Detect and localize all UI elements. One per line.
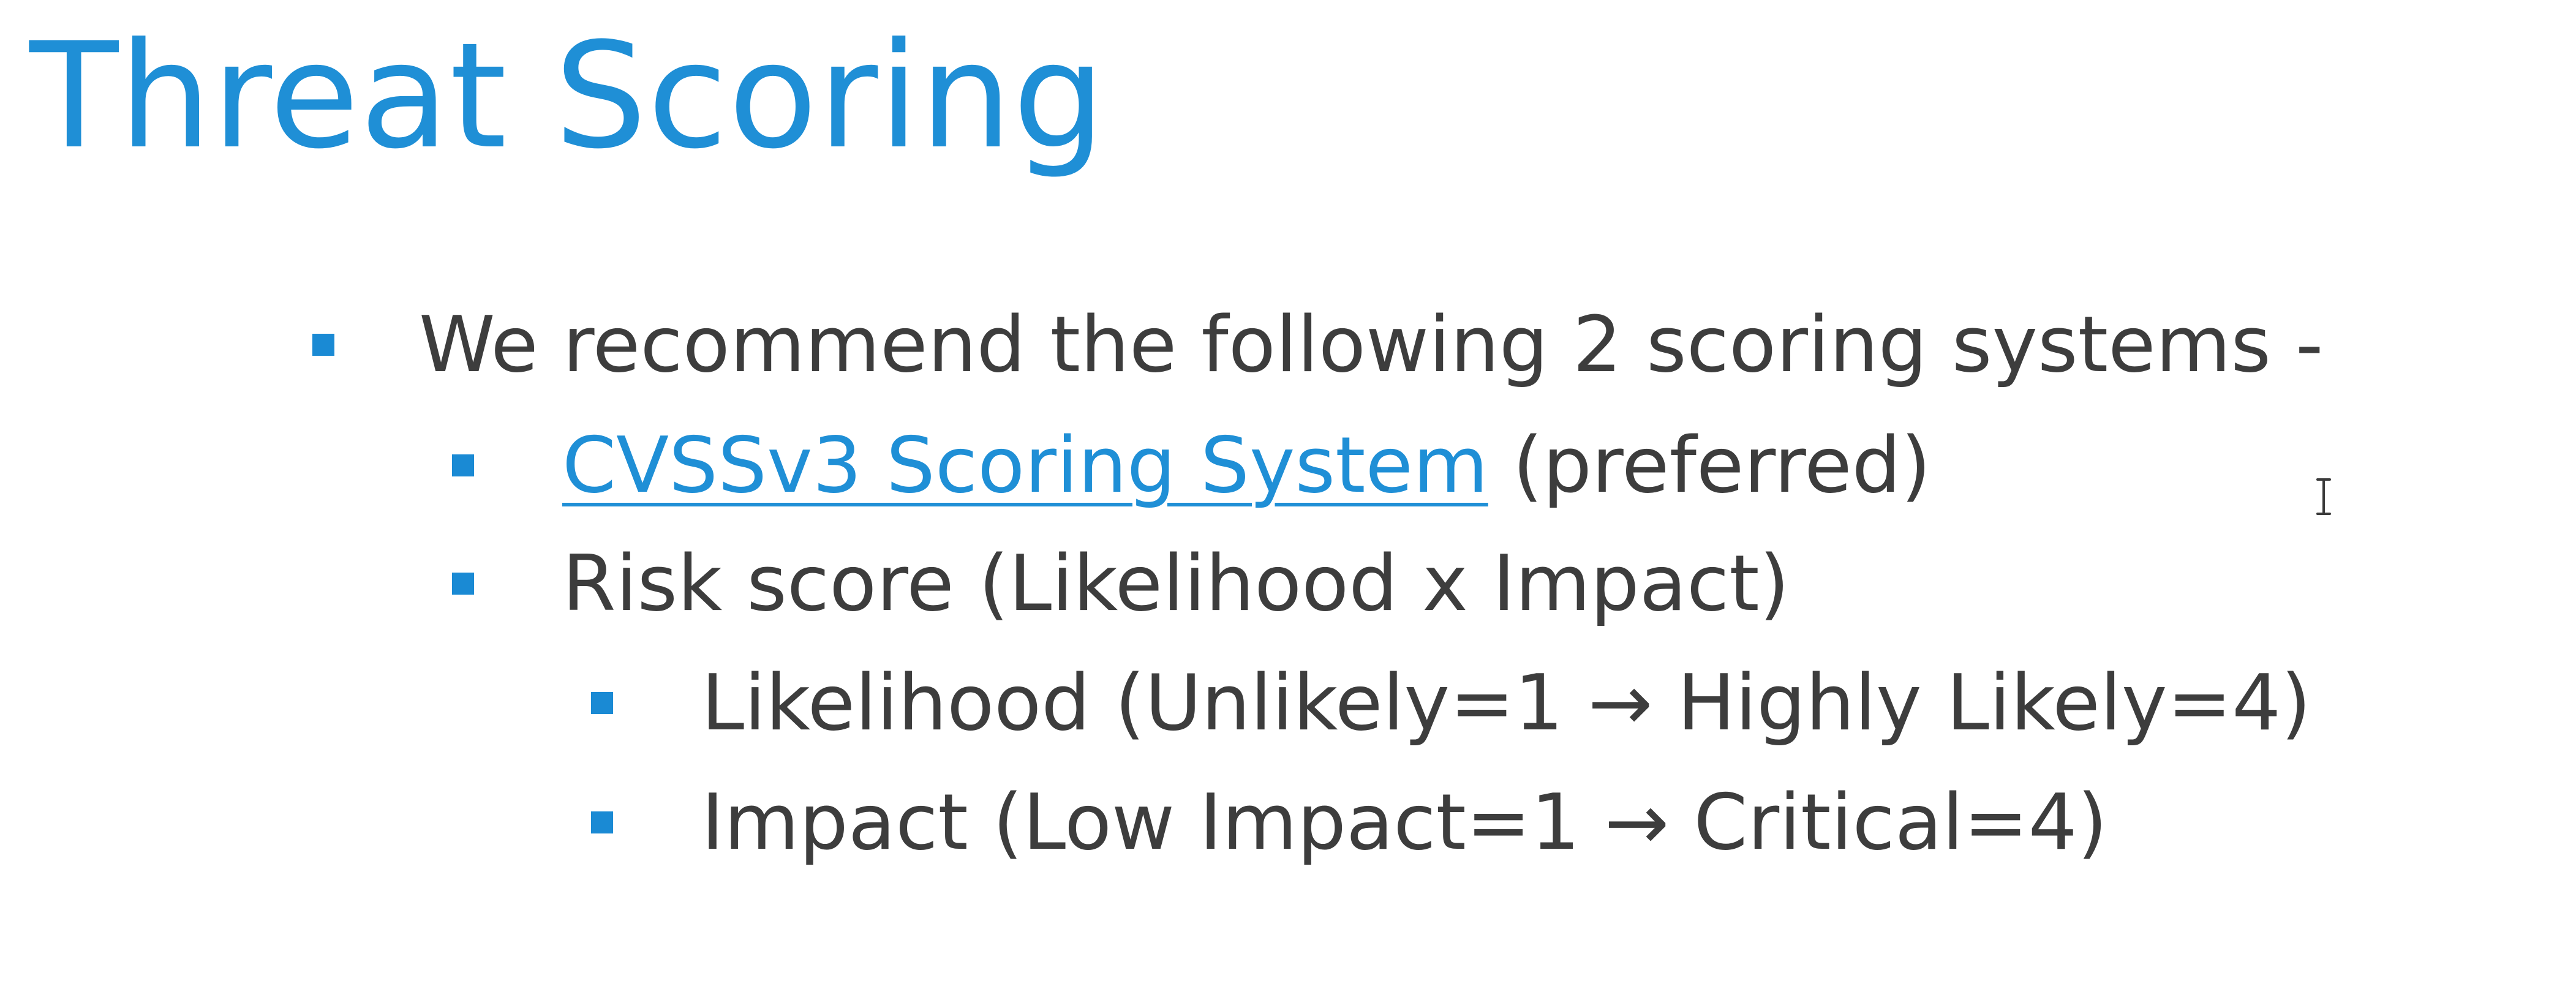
bullet-impact-text: Impact (Low Impact=1 → Critical=4) <box>701 777 2107 867</box>
bullet-cvss-text: CVSSv3 Scoring System (preferred) <box>562 407 1931 524</box>
square-bullet-icon <box>452 573 474 595</box>
square-bullet-icon <box>591 811 613 833</box>
text-cursor-icon <box>2316 478 2331 515</box>
bullet-likelihood: Likelihood (Unlikely=1 → Highly Likely=4… <box>591 645 2311 761</box>
bullet-intro: We recommend the following 2 scoring sys… <box>312 287 2324 403</box>
bullet-impact: Impact (Low Impact=1 → Critical=4) <box>591 764 2107 881</box>
bullet-risk-text: Risk score (Likelihood x Impact) <box>562 538 1790 628</box>
bullet-likelihood-text: Likelihood (Unlikely=1 → Highly Likely=4… <box>701 658 2311 748</box>
slide-title: Threat Scoring <box>29 12 1106 181</box>
bullet-intro-text: We recommend the following 2 scoring sys… <box>419 299 2324 389</box>
square-bullet-icon <box>452 454 474 476</box>
bullet-risk: Risk score (Likelihood x Impact) <box>452 525 1790 642</box>
bullet-cvss: CVSSv3 Scoring System (preferred) <box>452 407 1931 524</box>
cvss-link[interactable]: CVSSv3 Scoring System <box>562 420 1488 510</box>
square-bullet-icon <box>312 334 334 356</box>
square-bullet-icon <box>591 692 613 714</box>
cvss-suffix: (preferred) <box>1488 420 1931 510</box>
